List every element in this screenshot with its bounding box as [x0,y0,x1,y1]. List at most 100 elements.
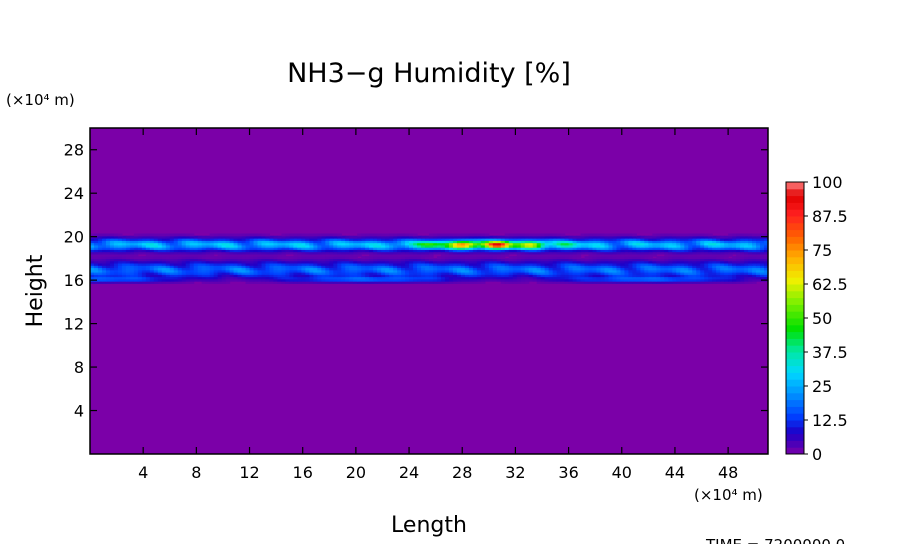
field-cell [724,235,729,239]
field-cell [153,278,159,282]
field-cell [90,242,95,246]
field-cell [177,258,183,262]
field-cell [448,262,454,266]
field-cell [93,269,99,273]
field-cell [476,247,482,250]
field-cell [452,240,458,244]
field-cell [325,238,330,241]
field-cell [361,260,366,264]
field-cell [281,262,287,266]
field-cell [556,249,562,253]
field-cell [393,247,398,250]
field-cell [716,247,721,250]
field-cell [724,249,729,253]
field-cell [720,271,725,275]
field-cell [500,244,506,248]
field-cell [628,244,633,248]
field-cell [616,276,622,280]
field-cell [752,262,757,266]
field-cell [109,233,115,237]
field-cell [405,249,410,253]
field-cell [764,262,768,266]
field-cell [413,256,418,259]
field-cell [301,269,306,273]
field-cell [193,249,199,253]
field-cell [664,278,669,282]
field-cell [333,276,338,280]
field-cell [504,244,510,248]
field-cell [205,253,211,257]
field-cell [540,238,546,241]
field-cell [137,256,143,259]
field-cell [361,262,366,266]
field-cell [325,244,330,248]
field-cell [213,233,219,237]
field-cell [576,269,582,273]
field-cell [353,258,358,262]
field-cell [105,274,111,278]
field-cell [544,267,550,271]
field-cell [217,278,223,282]
field-cell [293,265,298,269]
field-cell [241,238,247,241]
field-cell [237,260,243,264]
field-cell [213,267,219,271]
field-cell [365,267,370,271]
field-cell [536,253,542,257]
field-cell [341,271,346,275]
field-cell [472,267,478,271]
field-cell [117,233,123,237]
field-cell [325,258,330,262]
field-cell [680,276,685,280]
field-cell [393,265,398,269]
field-cell [652,235,657,239]
field-cell [357,267,362,271]
field-cell [660,265,665,269]
field-cell [317,281,322,284]
field-cell [245,244,251,248]
field-cell [524,258,530,262]
field-cell [452,244,458,248]
field-cell [357,238,362,241]
field-cell [540,281,546,284]
field-cell [361,265,366,269]
field-cell [592,240,598,244]
field-cell [732,260,737,264]
field-cell [429,281,434,284]
field-cell [245,258,251,262]
field-cell [624,235,630,239]
field-cell [572,244,578,248]
field-cell [696,233,701,237]
field-cell [588,256,594,259]
field-cell [508,271,514,275]
field-cell [596,262,602,266]
field-cell [377,244,382,248]
field-cell [157,276,163,280]
field-cell [389,265,394,269]
field-cell [524,267,530,271]
field-cell [205,249,211,253]
field-cell [636,274,641,278]
field-cell [752,276,757,280]
field-cell [532,247,538,250]
field-cell [413,251,418,255]
field-cell [612,253,618,257]
field-cell [668,256,673,259]
field-cell [600,271,606,275]
field-cell [125,260,131,264]
field-cell [616,271,622,275]
field-cell [496,271,502,275]
field-cell [744,269,749,273]
field-cell [560,242,566,246]
field-cell [145,249,151,253]
field-cell [644,267,649,271]
field-cell [748,233,753,237]
field-cell [628,278,633,282]
field-cell [257,238,263,241]
field-cell [425,251,430,255]
field-cell [704,242,709,246]
field-cell [249,269,255,273]
field-cell [329,281,334,284]
field-cell [237,244,243,248]
field-cell [369,249,374,253]
